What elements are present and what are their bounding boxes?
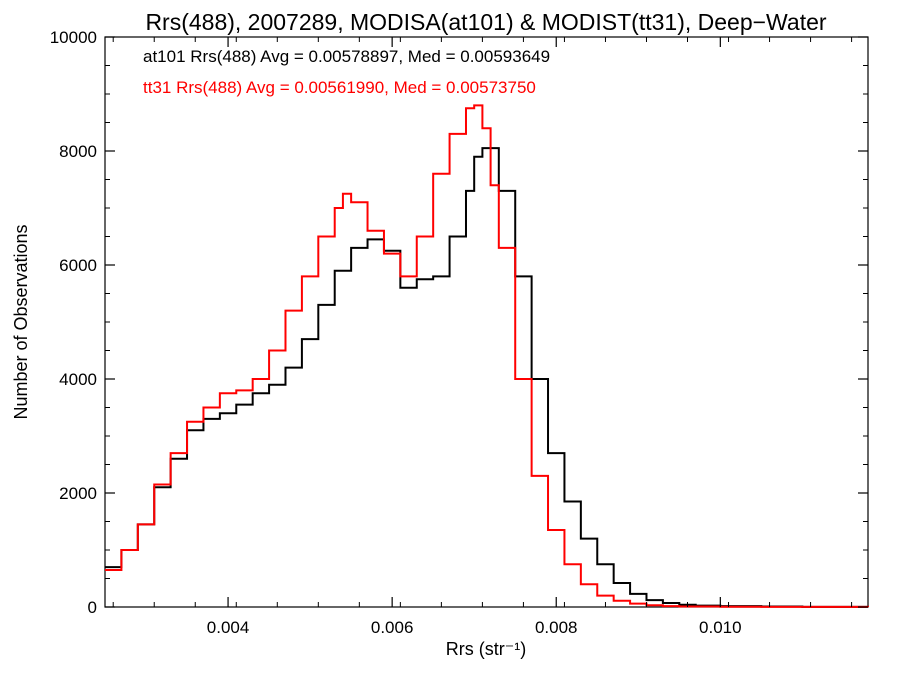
series-line-at101 — [105, 147, 869, 608]
y-tick-label: 0 — [88, 598, 97, 617]
legend-tt31-annotation: tt31 Rrs(488) Avg = 0.00561990, Med = 0.… — [143, 78, 536, 97]
y-axis-label: Number of Observations — [11, 224, 31, 419]
y-tick-label: 6000 — [59, 256, 97, 275]
x-axis-label: Rrs (str⁻¹) — [446, 639, 526, 659]
x-tick-label: 0.008 — [535, 618, 578, 637]
series-layer — [105, 104, 869, 608]
x-tick-label: 0.006 — [371, 618, 414, 637]
x-tick-label: 0.010 — [699, 618, 742, 637]
x-tick-label: 0.004 — [207, 618, 250, 637]
y-tick-label: 10000 — [50, 28, 97, 47]
y-tick-label: 4000 — [59, 370, 97, 389]
legend-at101-annotation: at101 Rrs(488) Avg = 0.00578897, Med = 0… — [143, 47, 550, 66]
plot-area: 0 2000 4000 6000 8000 10000 0.004 0.006 0.008 0.0… — [50, 28, 869, 637]
chart-title: Rrs(488), 2007289, MODISA(at101) & MODIS… — [145, 9, 826, 35]
ticks-layer: 0 2000 4000 6000 8000 10000 0.004 0.006 0.008 0.0… — [50, 28, 868, 637]
series-line-tt31 — [105, 104, 869, 608]
y-tick-label: 2000 — [59, 484, 97, 503]
y-tick-label: 8000 — [59, 142, 97, 161]
